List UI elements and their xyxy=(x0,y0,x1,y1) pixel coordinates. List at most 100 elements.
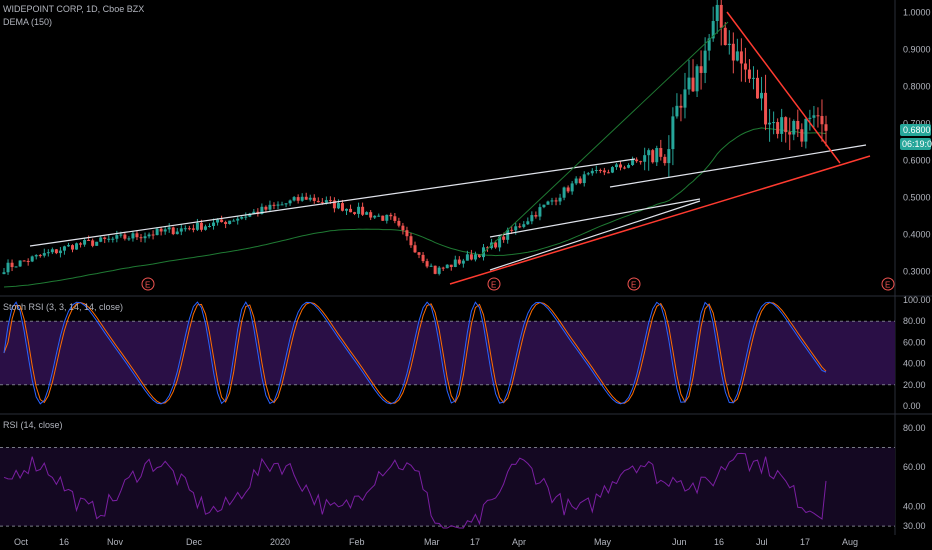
candle-body xyxy=(784,117,788,133)
rsi-line xyxy=(3,452,827,529)
candle-body xyxy=(62,246,66,251)
earnings-marker[interactable] xyxy=(141,277,155,291)
earnings-marker[interactable] xyxy=(627,277,641,291)
candle-body xyxy=(46,252,50,254)
candle-body xyxy=(514,226,518,231)
candle-body xyxy=(461,260,465,264)
candle-body xyxy=(449,264,453,267)
last-price-text: 0.6800 xyxy=(903,125,931,135)
candle-body xyxy=(518,226,522,228)
candle-body xyxy=(510,229,514,231)
trendline-red-resistance[interactable] xyxy=(726,11,841,164)
candle-body xyxy=(212,222,216,226)
candle-body xyxy=(30,256,34,262)
candle-body xyxy=(280,204,284,206)
earnings-marker-label: E xyxy=(491,281,496,290)
candle-body xyxy=(594,169,598,171)
candle-body xyxy=(764,92,768,125)
candle-body xyxy=(14,266,18,268)
earnings-marker[interactable] xyxy=(881,277,895,291)
symbol-title: WIDEPOINT CORP, 1D, Cboe BZX xyxy=(3,4,144,14)
candle-body xyxy=(385,214,389,221)
time-tick-label: Mar xyxy=(424,537,440,547)
stoch-tick-label: 20.00 xyxy=(903,380,926,390)
candle-body xyxy=(288,200,292,204)
earnings-marker[interactable] xyxy=(487,277,501,291)
candle-body xyxy=(631,159,635,166)
candle-body xyxy=(66,245,70,247)
trendline-red-support[interactable] xyxy=(449,155,871,285)
candle-body xyxy=(792,120,796,135)
candle-body xyxy=(751,77,755,79)
stoch-d-line xyxy=(3,301,827,404)
trendline-white-upper[interactable] xyxy=(609,144,867,188)
candle-body xyxy=(324,200,328,203)
candle-body xyxy=(244,216,248,218)
candle-body xyxy=(167,227,171,230)
candle-body xyxy=(747,69,751,79)
candle-body xyxy=(598,169,602,171)
candle-body xyxy=(71,245,74,250)
rsi-tick-label: 40.00 xyxy=(903,501,926,511)
candle-body xyxy=(50,249,54,253)
candle-body xyxy=(796,120,800,130)
candle-body xyxy=(590,170,594,174)
candle-body xyxy=(739,51,743,64)
time-tick-label: 2020 xyxy=(270,537,290,547)
candle-body xyxy=(111,238,115,240)
trendline-white-mid[interactable] xyxy=(489,198,701,238)
candle-body xyxy=(498,236,502,248)
price-tick-label: 0.8000 xyxy=(903,81,931,91)
candle-body xyxy=(486,247,490,249)
candle-body xyxy=(349,208,353,213)
trendline-white-long[interactable] xyxy=(29,158,636,247)
candle-body xyxy=(308,197,312,200)
candle-body xyxy=(663,156,667,164)
candle-body xyxy=(743,63,747,70)
trendline-green[interactable] xyxy=(479,21,729,257)
candle-body xyxy=(727,43,731,46)
candle-body xyxy=(788,132,792,135)
candle-body xyxy=(735,51,739,61)
candle-body xyxy=(183,228,187,230)
candle-body xyxy=(320,202,324,204)
candle-body xyxy=(300,196,304,201)
rsi-pane[interactable] xyxy=(0,446,895,529)
time-tick-label: 16 xyxy=(714,537,724,547)
candle-body xyxy=(75,243,79,250)
candle-body xyxy=(522,224,526,227)
price-tick-label: 1.0000 xyxy=(903,7,931,17)
candle-body xyxy=(292,197,296,201)
candle-body xyxy=(550,200,554,202)
candle-body xyxy=(554,200,558,202)
candle-body xyxy=(171,227,175,235)
candle-body xyxy=(365,212,369,215)
candle-body xyxy=(562,187,566,198)
candle-body xyxy=(417,252,421,255)
candle-body xyxy=(425,261,429,267)
stoch-rsi-pane[interactable] xyxy=(0,301,895,405)
candle-body xyxy=(26,260,30,262)
candle-body xyxy=(54,249,58,254)
candle-body xyxy=(610,167,614,173)
candle-body xyxy=(276,204,280,206)
candle-body xyxy=(445,264,449,269)
last-price-tag-bg xyxy=(900,124,931,136)
candle-body xyxy=(187,228,191,230)
candle-body xyxy=(377,215,381,217)
candle-body xyxy=(473,254,477,260)
candle-body xyxy=(570,183,574,192)
candle-body xyxy=(780,117,784,134)
candle-body xyxy=(469,254,473,260)
candle-body xyxy=(627,165,631,168)
candle-body xyxy=(397,220,401,226)
trendline-white-low[interactable] xyxy=(489,200,701,271)
candle-body xyxy=(272,204,276,206)
candle-body xyxy=(87,239,91,241)
time-tick-label: Oct xyxy=(14,537,29,547)
candle-body xyxy=(542,204,546,208)
price-tick-label: 0.7000 xyxy=(903,118,931,128)
rsi-tick-label: 60.00 xyxy=(903,462,926,472)
candle-body xyxy=(107,238,111,240)
